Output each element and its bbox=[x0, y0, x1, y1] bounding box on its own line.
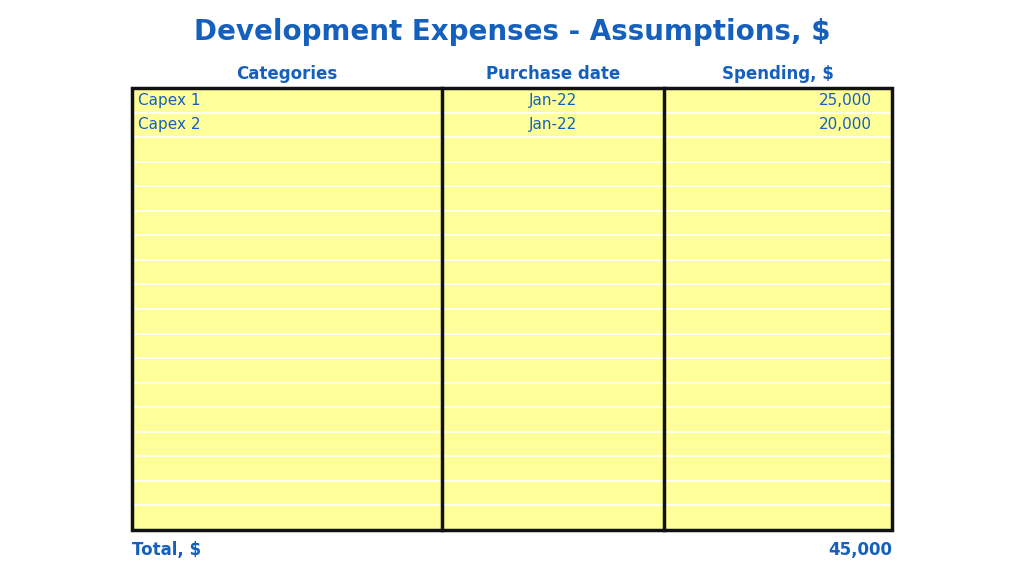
Bar bbox=[442, 113, 664, 137]
Bar bbox=[442, 456, 664, 481]
Bar bbox=[664, 137, 892, 162]
Bar bbox=[664, 260, 892, 284]
Text: Categories: Categories bbox=[237, 65, 338, 83]
Bar bbox=[132, 235, 442, 260]
Bar bbox=[132, 260, 442, 284]
Text: Jan-22: Jan-22 bbox=[528, 117, 578, 132]
Bar bbox=[132, 137, 442, 162]
Text: Spending, $: Spending, $ bbox=[722, 65, 834, 83]
Bar bbox=[132, 211, 442, 235]
Text: 20,000: 20,000 bbox=[819, 117, 872, 132]
Bar bbox=[664, 505, 892, 530]
Bar bbox=[132, 432, 442, 456]
Bar bbox=[132, 407, 442, 432]
Bar bbox=[664, 481, 892, 505]
Bar bbox=[442, 137, 664, 162]
Text: 25,000: 25,000 bbox=[819, 93, 872, 108]
Bar bbox=[664, 309, 892, 334]
Bar bbox=[442, 358, 664, 383]
Bar bbox=[664, 334, 892, 358]
Bar bbox=[442, 88, 664, 113]
Bar bbox=[442, 505, 664, 530]
Bar bbox=[664, 358, 892, 383]
Bar bbox=[442, 334, 664, 358]
Text: Capex 1: Capex 1 bbox=[138, 93, 201, 108]
Bar bbox=[442, 481, 664, 505]
Bar bbox=[664, 113, 892, 137]
Bar bbox=[664, 211, 892, 235]
Bar bbox=[442, 284, 664, 309]
Bar bbox=[664, 383, 892, 407]
Bar bbox=[664, 284, 892, 309]
Bar bbox=[132, 186, 442, 211]
Text: Development Expenses - Assumptions, $: Development Expenses - Assumptions, $ bbox=[194, 18, 830, 46]
Bar bbox=[132, 113, 442, 137]
Text: Purchase date: Purchase date bbox=[485, 65, 621, 83]
Bar bbox=[442, 186, 664, 211]
Bar bbox=[664, 186, 892, 211]
Bar bbox=[132, 309, 442, 334]
Bar bbox=[664, 235, 892, 260]
Text: Jan-22: Jan-22 bbox=[528, 93, 578, 108]
Bar bbox=[132, 481, 442, 505]
Bar bbox=[664, 162, 892, 186]
Bar bbox=[132, 505, 442, 530]
Bar bbox=[442, 260, 664, 284]
Bar bbox=[132, 358, 442, 383]
Bar bbox=[132, 162, 442, 186]
Bar bbox=[132, 456, 442, 481]
Bar bbox=[664, 407, 892, 432]
Bar bbox=[664, 456, 892, 481]
Bar bbox=[442, 383, 664, 407]
Bar bbox=[442, 162, 664, 186]
Bar bbox=[442, 407, 664, 432]
Bar bbox=[132, 284, 442, 309]
Bar bbox=[664, 88, 892, 113]
Bar bbox=[132, 88, 442, 113]
Bar bbox=[442, 235, 664, 260]
Bar bbox=[442, 309, 664, 334]
Bar bbox=[132, 88, 892, 530]
Text: Total, $: Total, $ bbox=[132, 541, 201, 559]
Bar bbox=[442, 211, 664, 235]
Text: Capex 2: Capex 2 bbox=[138, 117, 201, 132]
Bar bbox=[442, 432, 664, 456]
Bar bbox=[132, 383, 442, 407]
Bar bbox=[132, 334, 442, 358]
Text: 45,000: 45,000 bbox=[828, 541, 892, 559]
Bar bbox=[664, 432, 892, 456]
